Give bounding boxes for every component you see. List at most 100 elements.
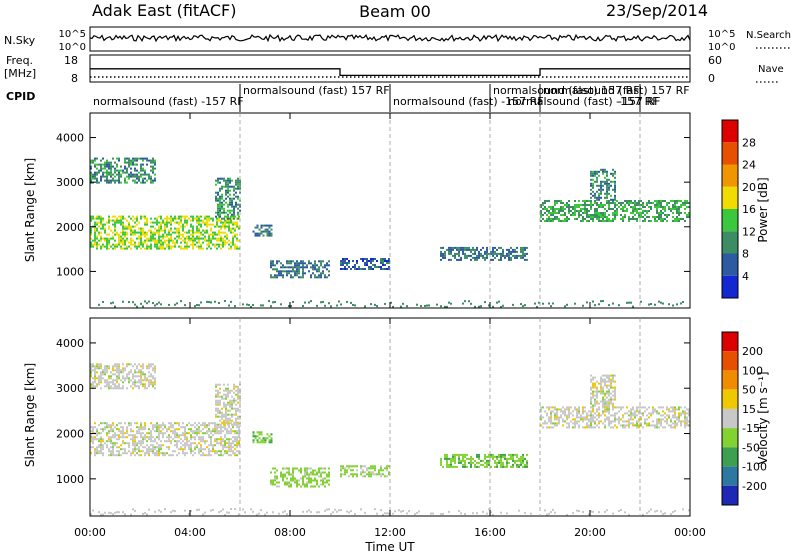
echo-cell <box>231 201 233 204</box>
echo-cell <box>202 428 204 431</box>
echo-cell <box>546 200 548 202</box>
echo-cell <box>610 398 612 401</box>
echo-cell <box>192 432 194 435</box>
echo-cell <box>194 243 196 246</box>
echo-cell <box>176 428 178 431</box>
echo-cell <box>506 254 508 257</box>
colorbar-tick-label: 4 <box>742 270 749 283</box>
echo-cell <box>526 463 528 466</box>
echo-cell <box>358 266 360 268</box>
echo-cell <box>219 215 221 218</box>
echo-cell <box>346 262 348 264</box>
echo-cell <box>544 220 546 222</box>
ground-scatter-cell <box>196 508 198 511</box>
echo-cell <box>446 248 448 251</box>
echo-cell <box>120 217 122 220</box>
echo-cell <box>96 229 98 232</box>
echo-cell <box>496 254 498 257</box>
echo-cell <box>112 428 114 431</box>
echo-cell <box>590 418 592 421</box>
ground-scatter-cell <box>230 508 232 511</box>
echo-cell <box>194 436 196 439</box>
echo-cell <box>588 210 590 212</box>
echo-cell <box>168 233 170 236</box>
ground-scatter-cell <box>512 303 514 306</box>
echo-cell <box>118 179 120 182</box>
echo-cell <box>328 467 330 470</box>
echo-cell <box>194 237 196 240</box>
ground-scatter-cell <box>112 301 114 304</box>
echo-cell <box>600 414 602 417</box>
ground-scatter-cell <box>682 508 684 511</box>
echo-cell <box>198 452 200 455</box>
echo-cell <box>224 227 226 230</box>
ground-scatter-cell <box>374 303 376 306</box>
echo-cell <box>350 473 352 476</box>
echo-cell <box>666 420 668 423</box>
echo-cell <box>648 406 650 409</box>
echo-cell <box>548 426 550 429</box>
echo-cell <box>166 430 168 433</box>
colorbar-tick-label: 24 <box>742 159 756 172</box>
echo-cell <box>188 217 190 220</box>
echo-cell <box>472 256 474 259</box>
echo-cell <box>608 420 610 423</box>
echo-cell <box>128 173 130 176</box>
echo-cell <box>94 375 96 378</box>
echo-cell <box>150 379 152 382</box>
echo-cell <box>219 211 221 214</box>
echo-cell <box>106 163 108 166</box>
echo-cell <box>184 442 186 445</box>
echo-cell <box>224 221 226 224</box>
echo-cell <box>96 167 98 170</box>
echo-cell <box>168 229 170 232</box>
echo-cell <box>688 212 690 214</box>
echo-cell <box>235 399 237 402</box>
echo-cell <box>206 432 208 435</box>
ground-scatter-cell <box>140 302 142 305</box>
ground-scatter-cell <box>440 305 442 308</box>
echo-cell <box>266 234 269 237</box>
echo-cell <box>602 404 604 407</box>
echo-cell <box>224 239 226 242</box>
echo-cell <box>140 375 142 378</box>
echo-cell <box>522 252 524 255</box>
echo-cell <box>116 173 118 176</box>
echo-cell <box>596 172 598 175</box>
echo-cell <box>222 446 224 449</box>
echo-cell <box>215 423 217 426</box>
echo-cell <box>600 380 602 383</box>
echo-cell <box>160 448 162 451</box>
echo-cell <box>232 227 234 230</box>
echo-cell <box>170 229 172 232</box>
ground-scatter-cell <box>590 510 592 513</box>
echo-cell <box>684 416 686 419</box>
echo-cell <box>100 237 102 240</box>
echo-cell <box>284 467 286 470</box>
echo-cell <box>142 450 144 453</box>
echo-cell <box>592 410 594 413</box>
echo-cell <box>136 223 138 226</box>
echo-cell <box>622 202 624 204</box>
echo-cell <box>592 396 594 399</box>
echo-cell <box>546 208 548 210</box>
echo-cell <box>326 276 328 279</box>
echo-cell <box>106 165 108 168</box>
echo-cell <box>668 416 670 419</box>
echo-cell <box>614 420 616 423</box>
echo-cell <box>178 229 180 232</box>
echo-cell <box>638 420 640 423</box>
echo-cell <box>96 448 98 451</box>
echo-cell <box>128 377 130 380</box>
echo-cell <box>296 262 298 265</box>
echo-cell <box>222 225 224 228</box>
echo-cell <box>94 221 96 224</box>
echo-cell <box>612 420 614 423</box>
echo-cell <box>596 380 598 383</box>
ground-scatter-cell <box>324 304 326 307</box>
echo-cell <box>634 206 636 208</box>
echo-cell <box>596 216 598 218</box>
echo-cell <box>142 442 144 445</box>
echo-cell <box>239 399 241 402</box>
echo-cell <box>520 246 522 249</box>
